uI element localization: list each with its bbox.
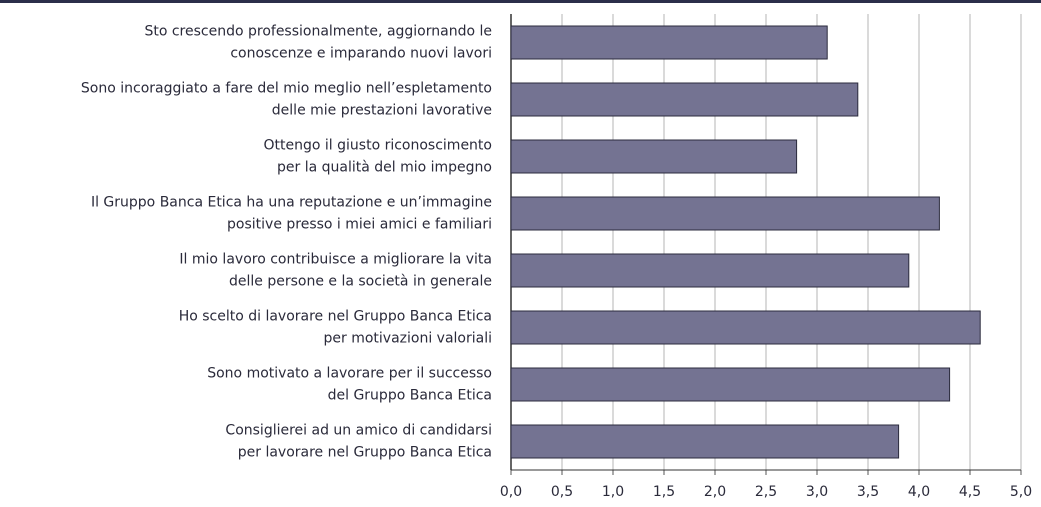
y-tick-label: per lavorare nel Gruppo Banca Etica xyxy=(238,445,492,461)
x-tick-label: 5,0 xyxy=(1010,484,1032,500)
y-tick-label: Consiglierei ad un amico di candidarsi xyxy=(225,423,492,439)
bar xyxy=(510,82,859,117)
y-tick-label: Il Gruppo Banca Etica ha una reputazione… xyxy=(91,195,492,211)
top-border xyxy=(0,0,1041,3)
bar xyxy=(510,253,910,288)
y-tick-label: Il mio lavoro contribuisce a migliorare … xyxy=(179,252,492,268)
bar xyxy=(510,139,798,174)
y-tick-label: positive presso i miei amici e familiari xyxy=(227,217,492,233)
y-tick-label: delle persone e la società in generale xyxy=(229,274,492,290)
x-tick-label: 1,5 xyxy=(653,484,675,500)
y-tick-label: per motivazioni valoriali xyxy=(324,331,493,347)
bar xyxy=(510,196,940,231)
bar xyxy=(510,25,828,60)
x-tick-label: 2,0 xyxy=(704,484,726,500)
x-tick-label: 2,5 xyxy=(755,484,777,500)
y-tick-label: per la qualità del mio impegno xyxy=(277,160,492,176)
y-tick-label: conoscenze e imparando nuovi lavori xyxy=(230,46,492,62)
x-tick-label: 4,0 xyxy=(908,484,930,500)
y-tick-label: Ottengo il giusto riconoscimento xyxy=(264,138,492,154)
y-tick-label: del Gruppo Banca Etica xyxy=(328,388,492,404)
y-tick-label: Ho scelto di lavorare nel Gruppo Banca E… xyxy=(179,309,492,325)
bar xyxy=(510,310,981,345)
y-tick-label: Sono incoraggiato a fare del mio meglio … xyxy=(81,81,492,97)
bar xyxy=(510,367,951,402)
y-tick-label: Sono motivato a lavorare per il successo xyxy=(207,366,492,382)
x-tick-label: 4,5 xyxy=(959,484,981,500)
bar xyxy=(510,424,900,459)
x-tick-label: 3,5 xyxy=(857,484,879,500)
x-tick-label: 3,0 xyxy=(806,484,828,500)
x-tick-label: 1,0 xyxy=(602,484,624,500)
y-tick-label: delle mie prestazioni lavorative xyxy=(272,103,492,119)
y-tick-label: Sto crescendo professionalmente, aggiorn… xyxy=(144,24,492,40)
x-tick-label: 0,0 xyxy=(500,484,522,500)
x-tick-label: 0,5 xyxy=(551,484,573,500)
